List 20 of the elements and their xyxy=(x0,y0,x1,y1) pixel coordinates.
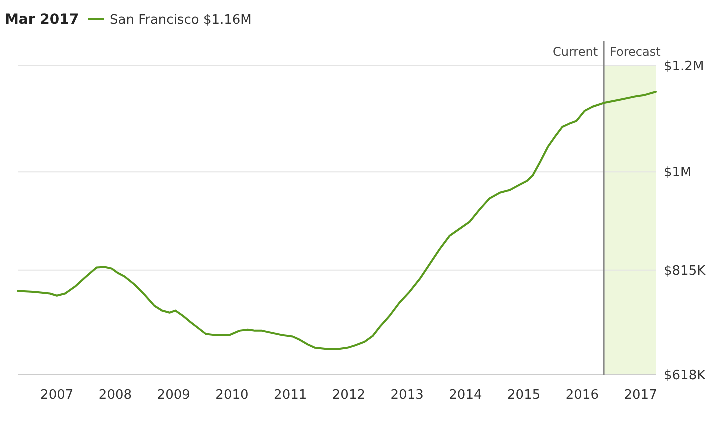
y-tick-label: $1M xyxy=(664,166,692,181)
x-tick-label: 2007 xyxy=(40,388,74,403)
x-tick-label: 2011 xyxy=(274,388,308,403)
chart-title: Mar 2017 xyxy=(5,12,80,28)
x-tick-label: 2014 xyxy=(449,388,482,403)
x-tick-label: 2017 xyxy=(624,388,658,403)
x-tick-label: 2009 xyxy=(157,388,190,403)
x-tick-label: 2008 xyxy=(98,388,132,403)
legend-label: San Francisco $1.16M xyxy=(110,13,252,28)
x-tick-label: 2015 xyxy=(508,388,541,403)
x-tick-label: 2012 xyxy=(332,388,366,403)
y-tick-label: $1.2M xyxy=(664,60,704,75)
band-label: Forecast xyxy=(610,45,662,59)
x-tick-label: 2016 xyxy=(566,388,599,403)
line-series xyxy=(17,91,657,350)
x-tick-label: 2010 xyxy=(216,388,249,403)
ref-line-label: Current xyxy=(552,45,598,59)
x-tick-label: 2013 xyxy=(390,388,424,403)
y-tick-label: $815K xyxy=(664,264,706,279)
y-tick-label: $618K xyxy=(664,368,706,384)
